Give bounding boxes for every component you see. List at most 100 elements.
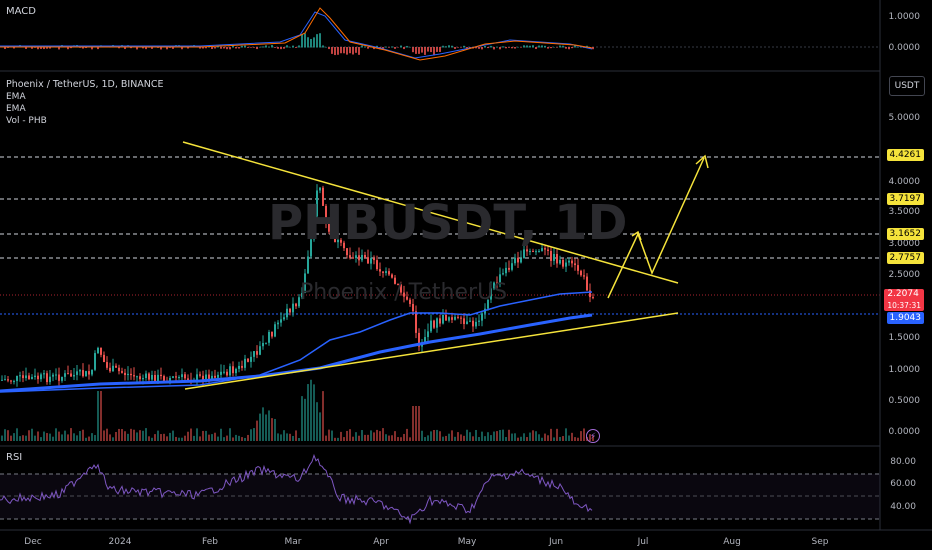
- time-axis-label: May: [457, 537, 477, 547]
- macd-histogram-bar: [439, 47, 441, 52]
- macd-histogram-bar: [343, 47, 345, 54]
- candle-body: [16, 375, 18, 382]
- flash-icon[interactable]: ⚡: [586, 429, 600, 443]
- macd-histogram-bar: [214, 47, 216, 49]
- volume-bar: [253, 428, 255, 441]
- volume-bar: [262, 407, 264, 441]
- ema-lines: [0, 291, 593, 393]
- volume-bar: [400, 437, 402, 441]
- candle-body: [250, 356, 252, 362]
- candle-body: [346, 248, 348, 256]
- candle-body: [532, 250, 534, 252]
- macd-histogram-bar: [460, 47, 462, 48]
- candle-body: [277, 322, 279, 325]
- macd-histogram-bar: [4, 47, 6, 50]
- candle-body: [541, 248, 543, 251]
- volume-bar: [106, 428, 108, 441]
- macd-histogram-bar: [412, 47, 414, 53]
- candle-body: [226, 371, 228, 376]
- macd-histogram-bar: [352, 47, 354, 55]
- candle-body: [136, 376, 138, 378]
- macd-histogram-bar: [331, 47, 333, 54]
- symbol-title[interactable]: Phoenix / TetherUS, 1D, BINANCE: [6, 79, 164, 90]
- candle-body: [583, 275, 585, 277]
- macd-histogram-bar: [172, 47, 174, 49]
- macd-histogram-bar: [145, 47, 147, 50]
- volume-bar: [184, 435, 186, 441]
- macd-histogram-bar: [358, 47, 360, 55]
- volume-bar: [406, 428, 408, 441]
- rsi-band: [0, 474, 880, 519]
- volume-bar: [52, 436, 54, 441]
- volume-bar: [31, 428, 33, 441]
- macd-histogram-bar: [130, 47, 132, 49]
- macd-histogram-bar: [349, 47, 351, 54]
- candle-body: [82, 370, 84, 377]
- volume-bar: [49, 433, 51, 441]
- candle-body: [391, 274, 393, 278]
- candle-body: [343, 242, 345, 249]
- macd-histogram-bar: [511, 47, 513, 49]
- macd-histogram-bar: [247, 47, 249, 48]
- macd-histogram-bar: [37, 47, 39, 50]
- macd-histogram-bar: [274, 47, 276, 48]
- macd-histogram-bar: [499, 47, 501, 50]
- macd-histogram-bar: [376, 45, 378, 48]
- macd-histogram-bar: [550, 47, 552, 49]
- candle-body: [556, 253, 558, 264]
- volume-bar: [142, 430, 144, 441]
- macd-histogram-bar: [406, 45, 408, 48]
- volume-bar: [190, 428, 192, 441]
- macd-histogram-bar: [355, 47, 357, 53]
- candle-body: [451, 317, 453, 320]
- candle-body: [13, 381, 15, 383]
- candle-body: [31, 376, 33, 380]
- candle-body: [130, 373, 132, 376]
- macd-histogram-bar: [361, 45, 363, 48]
- volume-bar: [580, 431, 582, 441]
- macd-histogram-bar: [367, 47, 369, 49]
- volume-bar: [451, 430, 453, 441]
- candle-body: [577, 265, 579, 271]
- volume-bar: [427, 435, 429, 441]
- indicator-volume[interactable]: Vol - PHB: [6, 116, 47, 126]
- volume-bar: [565, 428, 567, 441]
- macd-histogram-bar: [559, 45, 561, 48]
- volume-bar: [256, 420, 258, 441]
- candle-body: [283, 317, 285, 320]
- candle-body: [547, 249, 549, 251]
- macd-histogram-bar: [13, 47, 15, 49]
- candle-body: [286, 308, 288, 318]
- candle-body: [337, 239, 339, 243]
- indicator-ema-2[interactable]: EMA: [6, 104, 26, 114]
- volume-bar: [490, 435, 492, 441]
- candle-body: [571, 260, 573, 264]
- trendline-drawings[interactable]: [182, 141, 709, 390]
- volume-bar: [169, 432, 171, 441]
- candle-body: [304, 273, 306, 294]
- candle-body: [307, 256, 309, 274]
- currency-button[interactable]: USDT: [889, 76, 925, 96]
- candle-body: [310, 239, 312, 257]
- candle-body: [559, 259, 561, 264]
- macd-signal-line: [0, 7, 593, 61]
- price-tag-3-1652: 3.1652: [886, 228, 924, 240]
- macd-histogram-bar: [427, 47, 429, 52]
- candle-body: [64, 373, 66, 377]
- price-axis-label: 1.0000: [888, 365, 921, 375]
- time-axis-label: 2024: [108, 537, 132, 547]
- macd-histogram-bar: [211, 47, 213, 50]
- volume-bar: [295, 430, 297, 441]
- macd-histogram-bar: [280, 47, 282, 50]
- candle-body: [55, 374, 57, 376]
- volume-bar: [307, 384, 309, 441]
- volume-bar: [472, 436, 474, 441]
- macd-histogram-bar: [226, 47, 228, 50]
- candle-body: [160, 374, 162, 377]
- indicator-ema-1[interactable]: EMA: [6, 92, 26, 102]
- macd-histogram-bar: [544, 45, 546, 48]
- macd-histogram-bar: [553, 46, 555, 48]
- candle-body: [292, 303, 294, 313]
- macd-histogram-bar: [487, 47, 489, 49]
